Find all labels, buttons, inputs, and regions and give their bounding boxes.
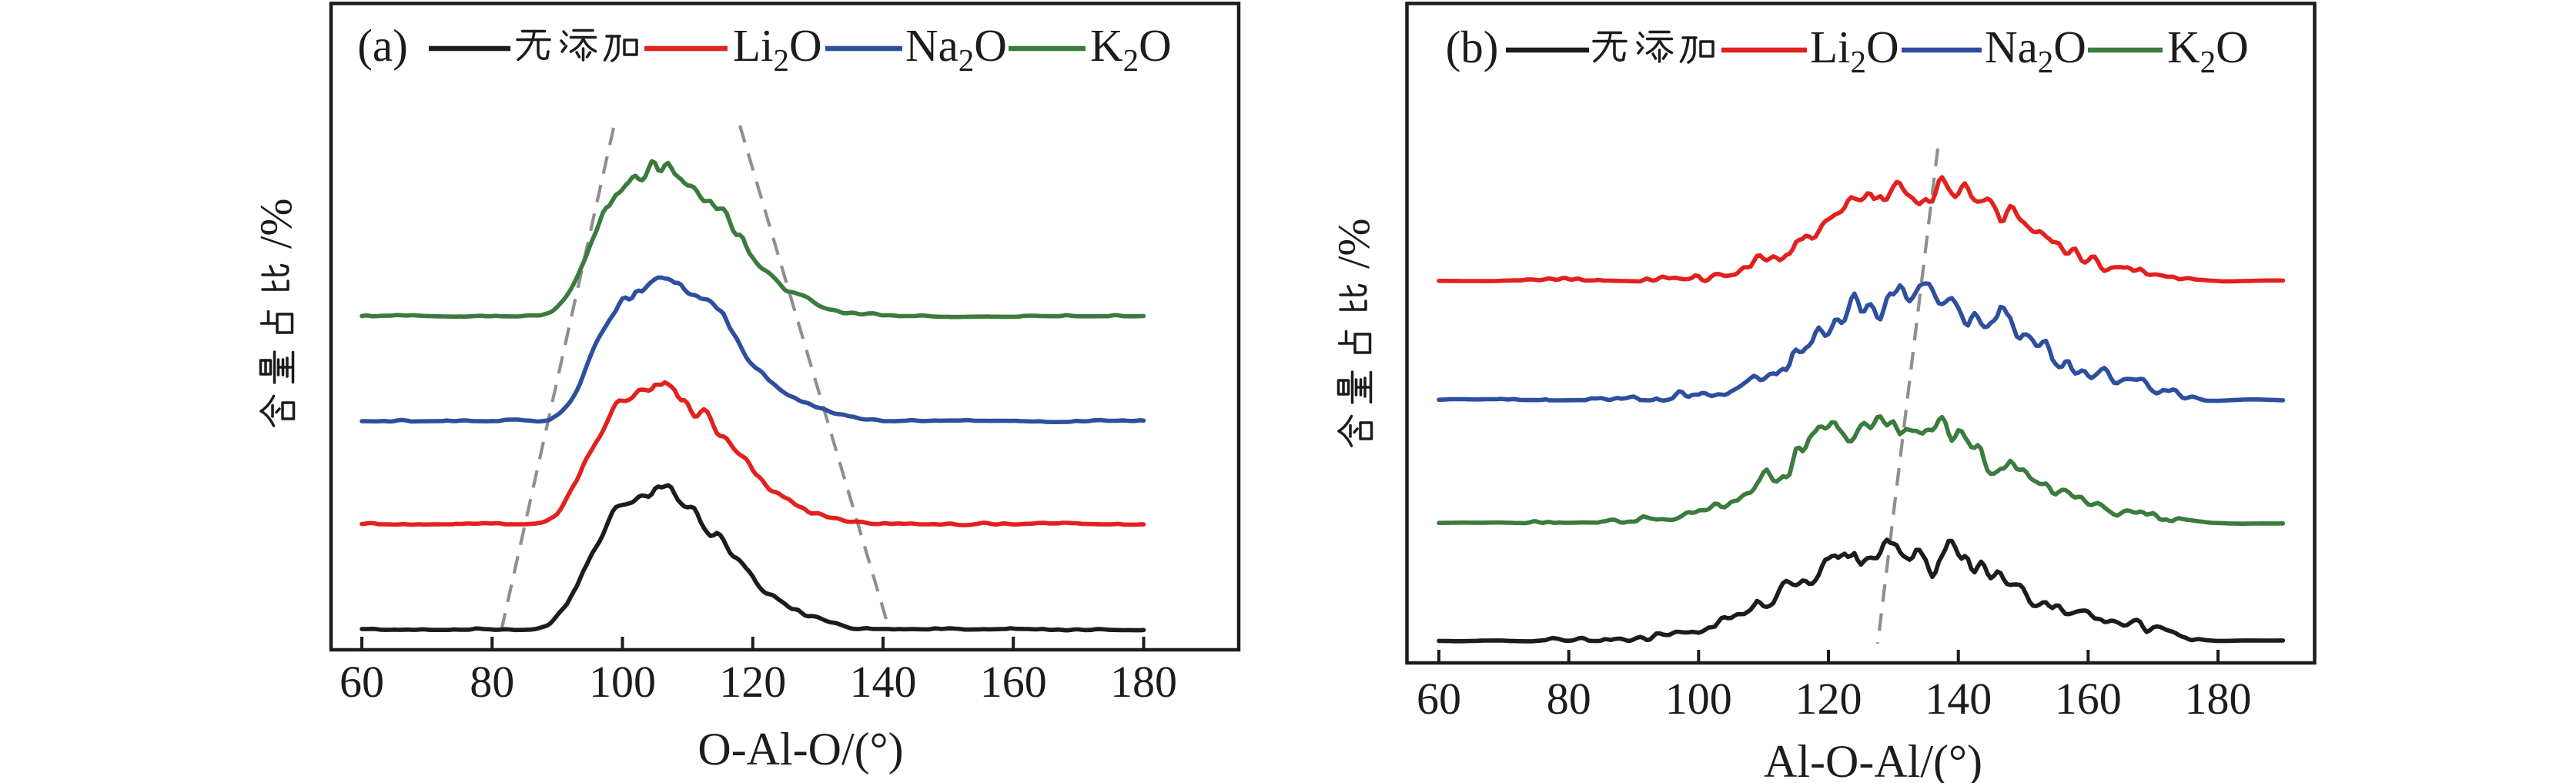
svg-text:140: 140 — [850, 657, 917, 707]
svg-text:80: 80 — [470, 657, 514, 707]
svg-text:180: 180 — [2185, 674, 2252, 724]
svg-text:Na2O: Na2O — [905, 20, 1007, 78]
svg-text:/%: /% — [250, 198, 301, 249]
svg-text:(b): (b) — [1446, 22, 1499, 72]
svg-text:160: 160 — [2055, 674, 2122, 724]
svg-text:160: 160 — [980, 657, 1047, 707]
svg-text:100: 100 — [589, 657, 656, 707]
svg-text:Al-O-Al/(°): Al-O-Al/(°) — [1764, 736, 1982, 783]
svg-text:60: 60 — [1417, 674, 1461, 724]
svg-text:120: 120 — [1795, 674, 1862, 724]
svg-text:O-Al-O/(°): O-Al-O/(°) — [698, 724, 903, 775]
svg-text:100: 100 — [1665, 674, 1732, 724]
svg-text:140: 140 — [1925, 674, 1992, 724]
svg-text:120: 120 — [719, 657, 786, 707]
svg-text:(a): (a) — [357, 20, 407, 71]
svg-text:80: 80 — [1547, 674, 1591, 724]
svg-text:180: 180 — [1110, 657, 1177, 707]
svg-text:/%: /% — [1328, 218, 1379, 269]
svg-text:Na2O: Na2O — [1985, 22, 2086, 79]
svg-text:60: 60 — [340, 657, 384, 707]
